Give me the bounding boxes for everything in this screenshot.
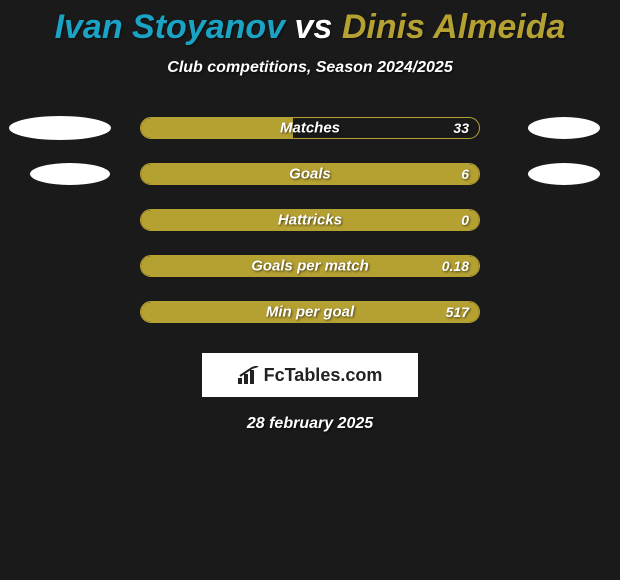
stat-value: 33 (453, 120, 469, 136)
logo-box: FcTables.com (202, 353, 418, 397)
stat-bar: Hattricks0 (140, 209, 480, 231)
stat-bar: Min per goal517 (140, 301, 480, 323)
date-text: 28 february 2025 (0, 415, 620, 433)
stat-bar-fill (141, 302, 479, 322)
stat-bar: Goals6 (140, 163, 480, 185)
stat-bar-fill (141, 210, 479, 230)
stat-row: Goals per match0.18 (0, 255, 620, 277)
stat-bar: Goals per match0.18 (140, 255, 480, 277)
chart-icon (238, 366, 260, 384)
player1-name: Ivan Stoyanov (55, 8, 286, 46)
subtitle: Club competitions, Season 2024/2025 (0, 59, 620, 77)
vs-text: vs (295, 8, 333, 46)
stat-bar: Matches33 (140, 117, 480, 139)
page-title: Ivan Stoyanov vs Dinis Almeida (0, 0, 620, 47)
player2-name: Dinis Almeida (342, 8, 566, 46)
logo: FcTables.com (238, 365, 383, 386)
logo-text: FcTables.com (264, 365, 383, 386)
stat-bar-fill (141, 118, 293, 138)
ellipse-left (30, 163, 110, 185)
ellipse-right (528, 163, 600, 185)
stat-row: Min per goal517 (0, 301, 620, 323)
ellipse-left (9, 116, 111, 140)
stat-bar-fill (141, 256, 479, 276)
stat-row: Goals6 (0, 163, 620, 185)
stat-bar-fill (141, 164, 479, 184)
stat-row: Matches33 (0, 117, 620, 139)
ellipse-right (528, 117, 600, 139)
stats-container: Matches33 Goals6 Hattricks0 Goals per match… (0, 117, 620, 323)
stat-row: Hattricks0 (0, 209, 620, 231)
